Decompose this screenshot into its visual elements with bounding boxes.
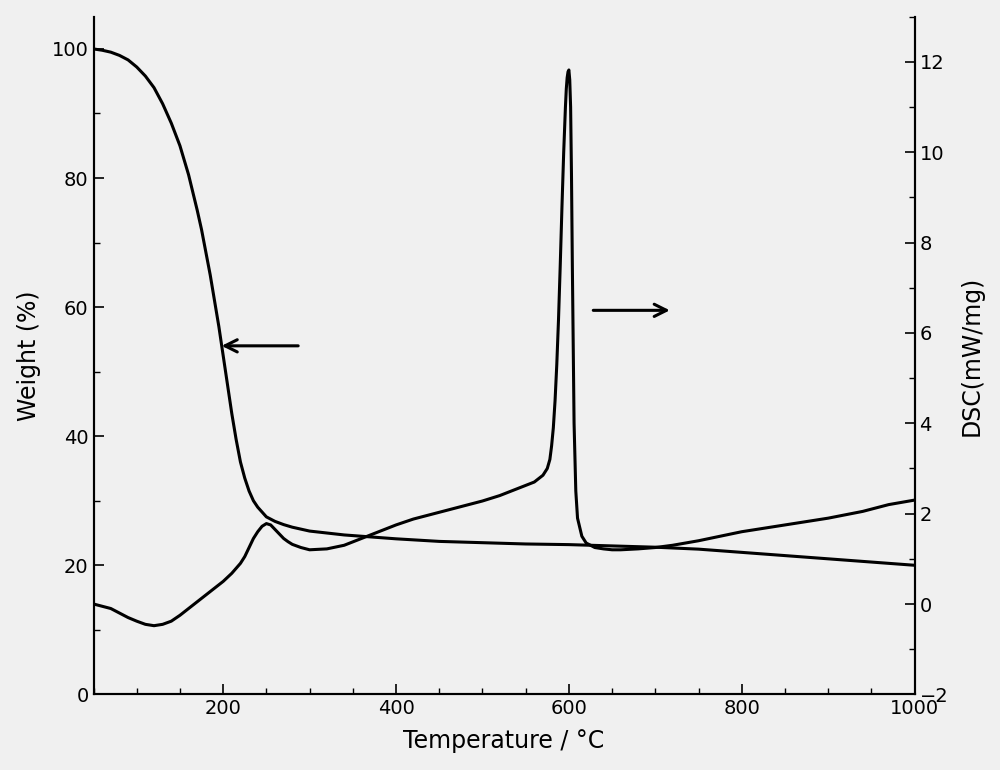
- Y-axis label: DSC(mW/mg): DSC(mW/mg): [959, 276, 983, 436]
- Y-axis label: Weight (%): Weight (%): [17, 290, 41, 420]
- X-axis label: Temperature / °C: Temperature / °C: [403, 729, 605, 753]
